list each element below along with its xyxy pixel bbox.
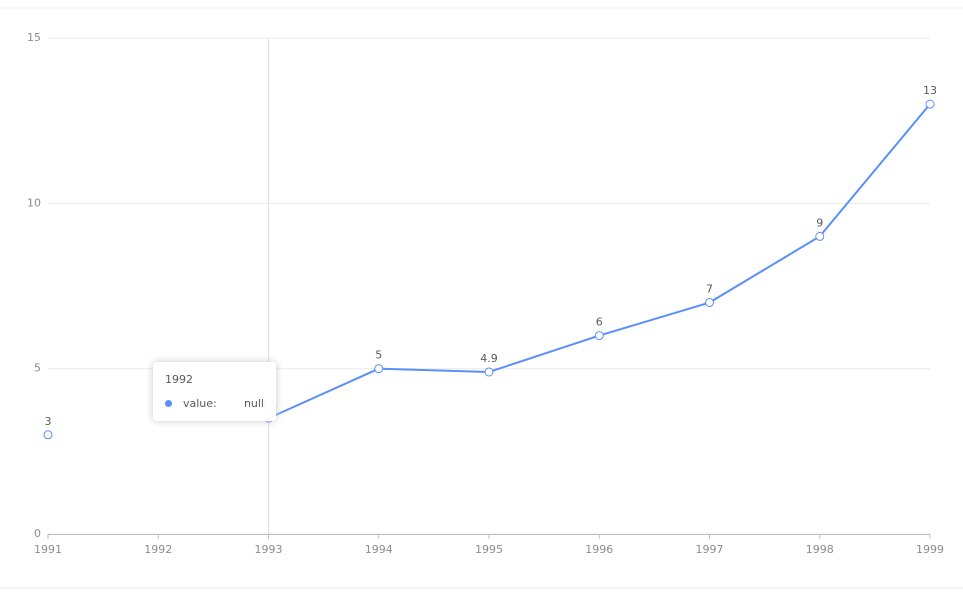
tooltip-marker <box>165 400 172 407</box>
y-tick-label: 15 <box>27 31 41 44</box>
y-tick-label: 10 <box>27 196 41 209</box>
y-tick-label: 5 <box>34 362 41 375</box>
point <box>374 364 384 374</box>
point <box>815 231 825 241</box>
data-label: 3 <box>45 415 52 428</box>
data-label: 6 <box>596 316 603 329</box>
tooltip-row: value: null <box>165 397 264 410</box>
x-tick-label: 1991 <box>34 543 62 556</box>
data-label: 4.9 <box>480 352 498 365</box>
x-tick-label: 1993 <box>255 543 283 556</box>
frame <box>0 7 963 589</box>
data-label: 5 <box>375 349 382 362</box>
x-tick-label: 1999 <box>916 543 944 556</box>
x-tick-label: 1994 <box>365 543 393 556</box>
data-label: 7 <box>706 283 713 296</box>
x-tick-label: 1998 <box>806 543 834 556</box>
x-tick-label: 1996 <box>585 543 613 556</box>
tooltip-title: 1992 <box>165 373 193 386</box>
data-label: 9 <box>816 216 823 229</box>
point <box>43 430 53 440</box>
tooltip: 1992 value: null <box>153 362 276 421</box>
x-tick-label: 1995 <box>475 543 503 556</box>
data-label: 13 <box>923 84 937 97</box>
point <box>484 367 494 377</box>
point <box>705 298 714 308</box>
x-tick-label: 1997 <box>696 543 724 556</box>
point <box>925 99 935 109</box>
x-tick-label: 1992 <box>144 543 172 556</box>
point <box>594 331 604 341</box>
tooltip-value: null <box>243 397 264 410</box>
line <box>268 103 931 420</box>
y-tick-label: 0 <box>34 527 41 540</box>
tooltip-label: value: <box>183 397 217 410</box>
